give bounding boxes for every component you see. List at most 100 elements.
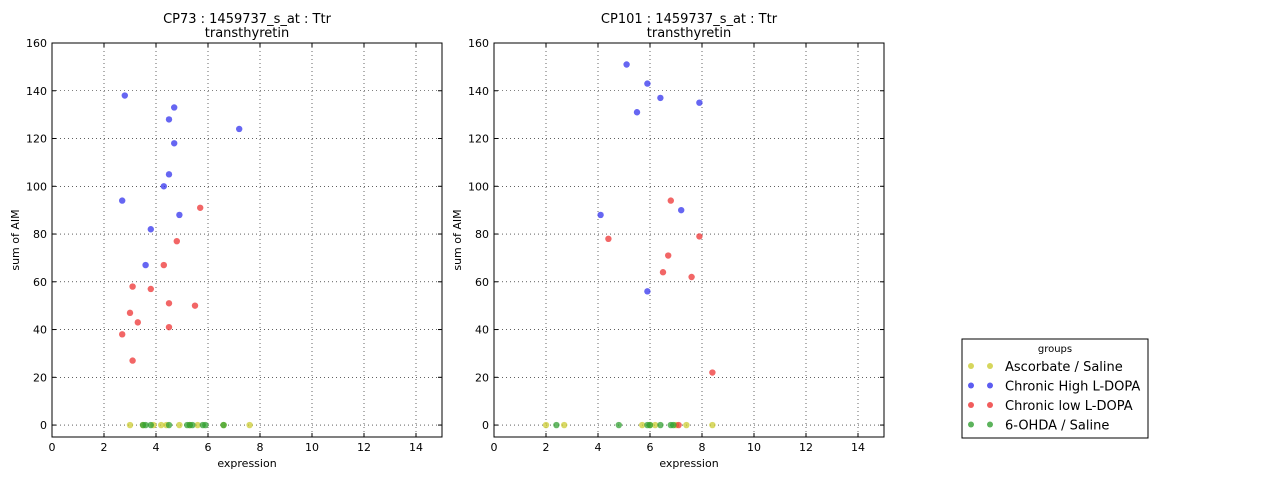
x-tick-label: 4: [153, 441, 160, 454]
point-chronic-high-l-dopa: [644, 80, 651, 87]
point-chronic-low-l-dopa: [160, 261, 167, 269]
x-tick-label: 12: [799, 441, 813, 454]
y-tick-label: 160: [26, 37, 47, 50]
x-tick-label: 8: [699, 441, 706, 454]
point-chronic-high-l-dopa: [657, 94, 664, 102]
point-6-ohda-saline: [220, 421, 227, 429]
x-axis-label: expression: [659, 457, 718, 470]
point-ascorbate-saline: [158, 421, 165, 429]
point-chronic-high-l-dopa: [633, 109, 641, 116]
x-tick-label: 4: [595, 441, 602, 454]
point-chronic-low-l-dopa: [688, 273, 695, 281]
point-chronic-low-l-dopa: [605, 235, 612, 243]
point-chronic-low-l-dopa: [129, 357, 136, 364]
legend-title: groups: [1038, 344, 1072, 355]
point-chronic-low-l-dopa: [147, 285, 154, 293]
point-ascorbate-saline: [126, 421, 134, 429]
x-axis-label: expression: [217, 457, 276, 470]
point-ascorbate-saline: [683, 421, 690, 429]
x-tick-label: 10: [747, 441, 761, 454]
legend-marker-chronic-low-l-dopa: [968, 402, 974, 408]
y-tick-label: 0: [482, 419, 489, 432]
chart-subtitle: transthyretin: [205, 26, 289, 41]
point-chronic-low-l-dopa: [667, 197, 674, 204]
point-chronic-low-l-dopa: [129, 283, 136, 290]
plot-frame: [51, 42, 443, 438]
point-chronic-low-l-dopa: [119, 331, 126, 338]
point-chronic-low-l-dopa: [165, 300, 173, 307]
point-ascorbate-saline: [246, 421, 253, 429]
y-tick-label: 40: [33, 324, 47, 337]
legend-label-chronic-low-l-dopa: Chronic low L-DOPA: [1005, 399, 1133, 414]
x-tick-label: 0: [49, 441, 56, 454]
point-6-ohda-saline: [202, 421, 209, 429]
chart-title: CP73 : 1459737_s_at : Ttr: [163, 12, 332, 27]
chart-subtitle: transthyretin: [647, 26, 731, 41]
point-6-ohda-saline: [189, 421, 196, 429]
y-tick-label: 100: [26, 180, 47, 193]
point-chronic-high-l-dopa: [696, 99, 703, 106]
x-tick-label: 0: [491, 441, 498, 454]
x-tick-label: 10: [305, 441, 319, 454]
y-tick-label: 140: [26, 85, 47, 98]
point-6-ohda-saline: [147, 421, 154, 429]
y-tick-label: 20: [33, 371, 47, 384]
point-ascorbate-saline: [561, 421, 568, 429]
point-chronic-high-l-dopa: [597, 211, 604, 219]
x-tick-label: 2: [101, 441, 108, 454]
y-tick-label: 80: [475, 228, 489, 241]
point-chronic-low-l-dopa: [696, 233, 703, 240]
legend-marker-6-ohda-saline: [987, 421, 993, 428]
legend-label-ascorbate-saline: Ascorbate / Saline: [1005, 360, 1123, 375]
y-tick-label: 40: [475, 324, 489, 337]
point-chronic-low-l-dopa: [197, 204, 204, 211]
legend-label-6-ohda-saline: 6-OHDA / Saline: [1005, 419, 1109, 434]
y-axis-label: sum of AIM: [9, 209, 22, 270]
point-6-ohda-saline: [142, 421, 149, 429]
point-chronic-high-l-dopa: [236, 125, 243, 133]
y-tick-label: 60: [475, 276, 489, 289]
legend-frame: [961, 338, 1149, 439]
legend-label-chronic-high-l-dopa: Chronic High L-DOPA: [1005, 380, 1140, 395]
point-ascorbate-saline: [194, 421, 201, 429]
point-6-ohda-saline: [165, 421, 173, 429]
x-tick-label: 12: [357, 441, 371, 454]
point-chronic-high-l-dopa: [171, 140, 178, 147]
point-6-ohda-saline: [646, 421, 654, 429]
legend-marker-ascorbate-saline: [968, 363, 974, 369]
point-ascorbate-saline: [652, 421, 659, 429]
point-chronic-low-l-dopa: [134, 319, 141, 326]
y-tick-label: 160: [468, 37, 489, 50]
point-ascorbate-saline: [709, 421, 716, 429]
x-tick-label: 8: [257, 441, 264, 454]
point-chronic-high-l-dopa: [623, 61, 630, 68]
y-tick-label: 100: [468, 180, 489, 193]
point-chronic-high-l-dopa: [142, 261, 149, 269]
y-tick-label: 120: [26, 133, 47, 146]
point-chronic-high-l-dopa: [147, 226, 154, 233]
point-ascorbate-saline: [639, 421, 646, 429]
x-tick-label: 6: [205, 441, 212, 454]
point-6-ohda-saline: [670, 421, 677, 429]
y-tick-label: 20: [475, 371, 489, 384]
point-chronic-low-l-dopa: [165, 323, 173, 331]
x-tick-label: 6: [647, 441, 654, 454]
point-6-ohda-saline: [615, 421, 622, 429]
point-chronic-high-l-dopa: [160, 183, 167, 190]
point-chronic-low-l-dopa: [191, 302, 199, 309]
x-tick-label: 2: [543, 441, 550, 454]
point-ascorbate-saline: [542, 421, 550, 429]
x-tick-label: 14: [851, 441, 865, 454]
point-chronic-high-l-dopa: [176, 211, 183, 219]
point-chronic-low-l-dopa: [173, 237, 180, 245]
y-tick-label: 60: [33, 276, 47, 289]
point-chronic-high-l-dopa: [119, 197, 126, 204]
x-tick-label: 14: [409, 441, 423, 454]
y-tick-label: 140: [468, 85, 489, 98]
point-ascorbate-saline: [176, 421, 183, 429]
legend: groups Ascorbate / Saline Chronic High L-…: [961, 338, 1149, 439]
point-chronic-high-l-dopa: [171, 104, 178, 111]
y-tick-label: 80: [33, 228, 47, 241]
scatter-panel-cp101: CP101 : 1459737_s_at : Ttr transthyretin…: [451, 12, 885, 470]
